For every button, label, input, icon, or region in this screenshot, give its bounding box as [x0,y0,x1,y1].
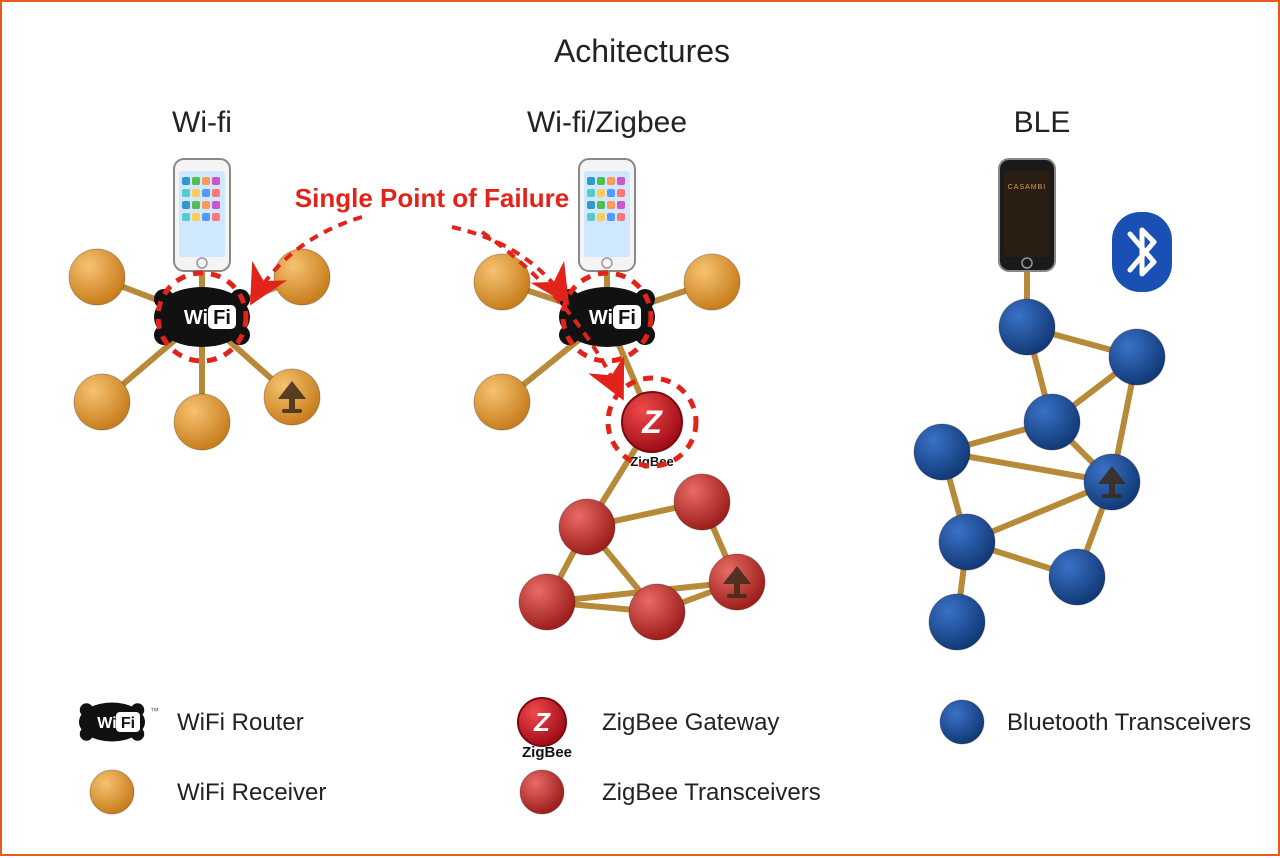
bluetooth-transceiver-node [999,299,1055,355]
bluetooth-transceiver-node [939,514,995,570]
bluetooth-transceiver-node [1049,549,1105,605]
diagram-frame: WiFiWiFiZZigBeeCASAMBI Single Point of F… [0,0,1280,856]
svg-text:™: ™ [150,706,159,716]
zigbee-transceiver-node [629,584,685,640]
zigbee-hub-icon: Z ZigBee [622,392,682,469]
bluetooth-transceiver-node [1109,329,1165,385]
legend-label: Bluetooth Transceivers [1007,709,1251,736]
svg-text:Wi: Wi [589,307,613,329]
phone-icon: CASAMBI [999,159,1055,271]
column-title-ble: BLE [1014,106,1071,139]
legend-label: ZigBee Gateway [602,709,779,736]
spof-callout: Single Point of Failure [295,183,569,213]
svg-text:Wi: Wi [184,307,208,329]
wifi-receiver-node [264,369,320,425]
wifi-hub-icon: WiFi [154,287,250,347]
wifi-receiver-node [69,249,125,305]
svg-text:Fi: Fi [618,307,636,329]
legend-label: ZigBee Transceivers [602,779,821,806]
zigbee-transceiver-node [519,574,575,630]
legend-item: Wi Fi ™ WiFi Router [79,703,304,742]
phone-icon [579,159,635,271]
wifi-receiver-node [474,374,530,430]
wifi-receiver-node [174,394,230,450]
svg-text:Fi: Fi [213,307,231,329]
svg-text:ZigBee: ZigBee [630,454,673,469]
legend-item: Bluetooth Transceivers [940,700,1251,744]
bluetooth-transceiver-node [1084,454,1140,510]
svg-text:Z: Z [641,404,663,440]
svg-text:Z: Z [533,707,551,737]
column-title-zigbee: Wi-fi/Zigbee [527,106,687,139]
bluetooth-transceiver-node [1024,394,1080,450]
zigbee-transceiver-node [674,474,730,530]
svg-text:Fi: Fi [121,715,135,732]
wifi-receiver-node [684,254,740,310]
column-title-wifi: Wi-fi [172,106,232,139]
legend-item: WiFi Receiver [90,770,326,814]
wifi-receiver-node [74,374,130,430]
title: Achitectures [554,33,730,69]
legend-item: ZigBee Transceivers [520,770,821,814]
architecture-diagram: WiFiWiFiZZigBeeCASAMBI Single Point of F… [2,2,1280,858]
wifi-receiver-node [274,249,330,305]
svg-text:Wi: Wi [97,715,116,732]
bluetooth-transceiver-node [914,424,970,480]
zigbee-transceiver-node [709,554,765,610]
phone-icon [174,159,230,271]
legend-label: WiFi Receiver [177,779,326,806]
legend-label: WiFi Router [177,709,304,736]
bluetooth-icon [1112,212,1172,292]
svg-text:CASAMBI: CASAMBI [1008,184,1047,191]
bluetooth-transceiver-node [929,594,985,650]
svg-text:ZigBee: ZigBee [522,744,572,761]
zigbee-transceiver-node [559,499,615,555]
wifi-hub-icon: WiFi [559,287,655,347]
legend-item: Z ZigBee ZigBee Gateway [518,698,779,761]
